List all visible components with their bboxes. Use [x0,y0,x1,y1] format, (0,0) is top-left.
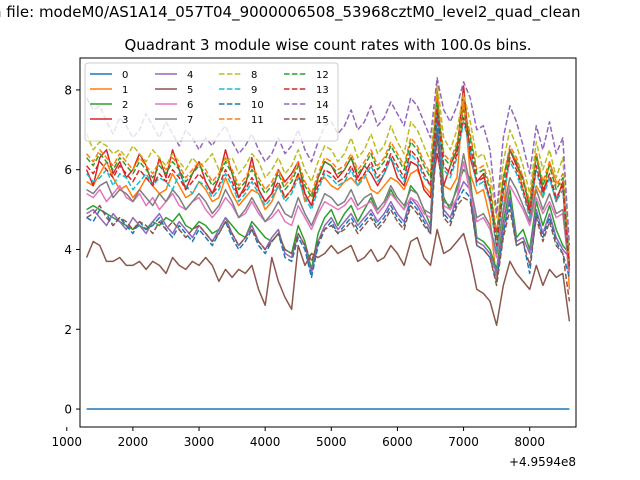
legend-label-12: 12 [316,70,329,81]
series-line-13 [86,109,571,270]
legend-label-9: 9 [251,85,257,96]
series-line-11 [86,93,571,262]
legend-label-7: 7 [187,115,193,126]
plot-frame [79,57,577,428]
legend-label-4: 4 [187,70,193,81]
series-line-10 [86,117,571,283]
series-line-12 [86,101,571,266]
figure-suptitle: n file: modeM0/AS1A14_057T04_9000006508_… [0,3,581,21]
legend-box [84,62,339,142]
series-layer [85,77,571,410]
legend-label-3: 3 [122,115,128,126]
legend-label-11: 11 [251,115,264,126]
legend-label-10: 10 [251,100,264,111]
x-tick-label: 2000 [118,435,149,449]
legend-label-15: 15 [316,115,329,126]
y-tick-label: 6 [64,163,72,177]
y-tick-label: 8 [64,83,72,97]
legend-label-5: 5 [187,85,193,96]
legend-label-14: 14 [316,100,329,111]
series-line-4 [86,105,570,275]
x-tick-label: 3000 [184,435,215,449]
x-tick-label: 4000 [250,435,281,449]
x-tick-label: 6000 [382,435,413,449]
chart-title: Quadrant 3 module wise count rates with … [124,36,532,54]
x-offset-label: +4.9594e8 [509,455,576,469]
legend-label-1: 1 [122,85,128,96]
legend-label-2: 2 [122,100,128,111]
legend-label-13: 13 [316,85,329,96]
x-tick-label: 8000 [514,435,545,449]
x-tick-label: 7000 [448,435,479,449]
series-line-1 [86,85,571,290]
legend-label-8: 8 [251,70,257,81]
y-tick-label: 2 [64,323,72,337]
series-line-8 [85,81,571,254]
legend-label-0: 0 [122,70,128,81]
y-tick-label: 4 [64,243,72,257]
series-line-2 [86,93,570,271]
y-tick-label: 0 [64,403,72,417]
series-line-5 [85,228,571,327]
x-tick-label: 5000 [316,435,347,449]
x-tick-label: 1000 [51,435,82,449]
legend-label-6: 6 [187,100,193,111]
series-line-9 [86,113,571,266]
series-line-7 [86,129,571,270]
axis-ticks: 1000 2000 3000 4000 5000 6000 7000 8000 0 2 4 6 8 [51,83,544,449]
